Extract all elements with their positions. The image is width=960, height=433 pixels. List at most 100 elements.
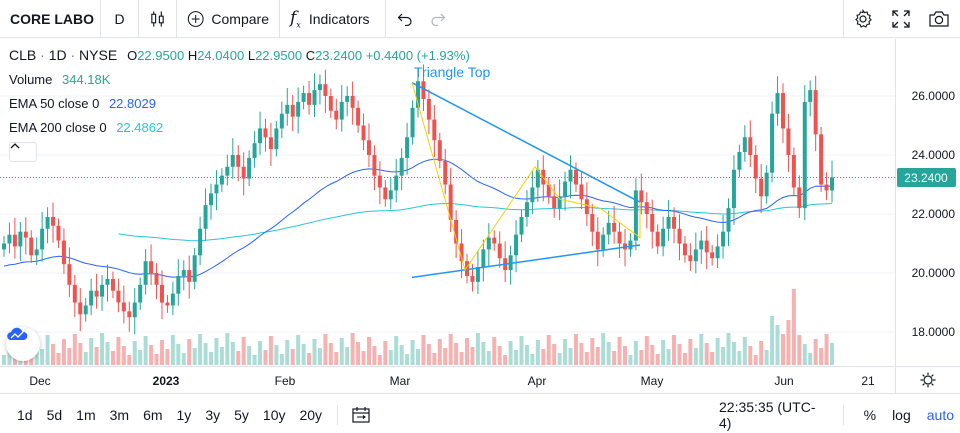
range-button-1d[interactable]: 1d: [17, 407, 33, 423]
candle-body: [383, 187, 388, 200]
range-button-20y[interactable]: 20y: [299, 407, 323, 423]
redo-button[interactable]: [424, 0, 452, 38]
volume-bar: [258, 341, 263, 365]
chart-canvas[interactable]: 26.0000 24.0000 22.0000 20.0000 18.0000 23.2…: [0, 39, 960, 366]
volume-bar: [573, 334, 578, 365]
candle-body: [78, 302, 83, 315]
axis-settings-button[interactable]: [895, 367, 960, 393]
candle-body: [100, 284, 105, 297]
percent-scale-toggle[interactable]: %: [863, 407, 877, 423]
volume-bar: [497, 346, 502, 365]
volume-bar: [726, 333, 731, 365]
price-axis[interactable]: 26.0000 24.0000 22.0000 20.0000 18.0000: [912, 89, 956, 339]
volume-histogram: [2, 289, 834, 365]
time-axis[interactable]: Dec 2023 Feb Mar Apr May Jun 21: [0, 366, 960, 394]
legend-symbol[interactable]: CLB: [9, 47, 37, 63]
range-button-5y[interactable]: 5y: [234, 407, 249, 423]
candle-body: [356, 107, 361, 126]
clock[interactable]: 22:35:35 (UTC-4): [719, 399, 816, 431]
volume-bar: [339, 338, 344, 365]
top-toolbar: CORE LABO D Compare fx Indicators: [0, 0, 960, 38]
volume-bar: [236, 351, 241, 365]
change-value: +0.4400 (+1.93%): [365, 48, 470, 63]
range-button-3y[interactable]: 3y: [205, 407, 221, 423]
candle-body: [72, 284, 77, 303]
ema200-legend[interactable]: EMA 200 close 0 22.4862: [9, 120, 163, 135]
volume-bar: [328, 343, 333, 365]
auto-scale-toggle[interactable]: auto: [926, 407, 954, 423]
range-button-3m[interactable]: 3m: [109, 407, 130, 423]
volume-bar: [530, 354, 535, 365]
range-button-1m[interactable]: 1m: [76, 407, 96, 423]
candle-body: [786, 128, 791, 155]
volume-bar: [132, 341, 137, 365]
collapse-legend-button[interactable]: [9, 142, 37, 162]
volume-bar: [219, 347, 224, 365]
range-button-10y[interactable]: 10y: [262, 407, 286, 423]
screenshot-button[interactable]: [920, 0, 958, 38]
chart-type-button[interactable]: [139, 0, 177, 38]
settings-button[interactable]: [844, 0, 882, 38]
candle-body: [688, 255, 693, 262]
volume-bar: [377, 355, 382, 365]
candle-body: [530, 187, 535, 203]
candle-body: [366, 140, 371, 155]
volume-bar: [650, 345, 655, 365]
undo-button[interactable]: [386, 0, 424, 38]
compare-label: Compare: [211, 10, 269, 27]
volume-bar: [110, 351, 115, 365]
volume-bar: [263, 350, 268, 365]
range-button-1y[interactable]: 1y: [176, 407, 192, 423]
candle-body: [56, 225, 61, 241]
symbol-search-text: CORE LABO: [10, 10, 94, 27]
volume-bar: [361, 351, 366, 365]
volume-bar: [639, 350, 644, 365]
volume-bar: [290, 349, 295, 365]
candle-body: [252, 143, 257, 158]
volume-bar: [584, 352, 589, 365]
ema50-legend[interactable]: EMA 50 close 0 22.8029: [9, 96, 156, 111]
ema50-label: EMA 50 close 0: [9, 96, 100, 111]
volume-bar: [394, 336, 399, 365]
symbol-search-button[interactable]: CORE LABO: [0, 0, 101, 38]
volume-bar: [508, 341, 513, 365]
goto-date-button[interactable]: [348, 407, 374, 423]
volume-bar: [486, 351, 491, 365]
last-price-label: 23.2400: [904, 171, 948, 185]
close-value: 23.2400: [315, 48, 363, 63]
fullscreen-button[interactable]: [882, 0, 920, 38]
interval-button[interactable]: D: [101, 0, 139, 38]
volume-bar: [579, 343, 584, 365]
volume-bar: [644, 336, 649, 365]
volume-bar: [775, 325, 780, 365]
range-button-5d[interactable]: 5d: [46, 407, 63, 423]
range-button-6m[interactable]: 6m: [143, 407, 163, 423]
volume-bar: [307, 353, 312, 365]
candle-body: [443, 160, 448, 185]
candle-body: [372, 155, 377, 176]
volume-bar: [252, 355, 257, 365]
volume-bar: [759, 341, 764, 365]
logo-badge[interactable]: [6, 327, 40, 361]
indicators-button[interactable]: fx Indicators: [280, 0, 386, 38]
candle-body: [51, 216, 56, 226]
volume-bar: [45, 335, 50, 365]
volume-bar: [770, 316, 775, 365]
cloud-logo-icon: [7, 327, 28, 340]
pattern-label: Triangle Top: [414, 64, 491, 80]
volume-bar: [105, 342, 110, 365]
log-scale-toggle[interactable]: log: [892, 407, 911, 423]
candle-body: [486, 237, 491, 250]
volume-bar: [546, 335, 551, 365]
candle-body: [742, 137, 747, 153]
volume-legend[interactable]: Volume 344.18K: [9, 72, 110, 87]
volume-bar: [666, 349, 671, 365]
volume-bar: [72, 334, 77, 365]
ema200-line: [118, 202, 833, 242]
volume-bar: [421, 335, 426, 365]
candle-body: [132, 302, 137, 318]
price-tick-label: 22.0000: [912, 207, 956, 221]
price-chart[interactable]: 26.0000 24.0000 22.0000 20.0000 18.0000 23.2…: [0, 39, 960, 366]
compare-button[interactable]: Compare: [177, 0, 280, 38]
